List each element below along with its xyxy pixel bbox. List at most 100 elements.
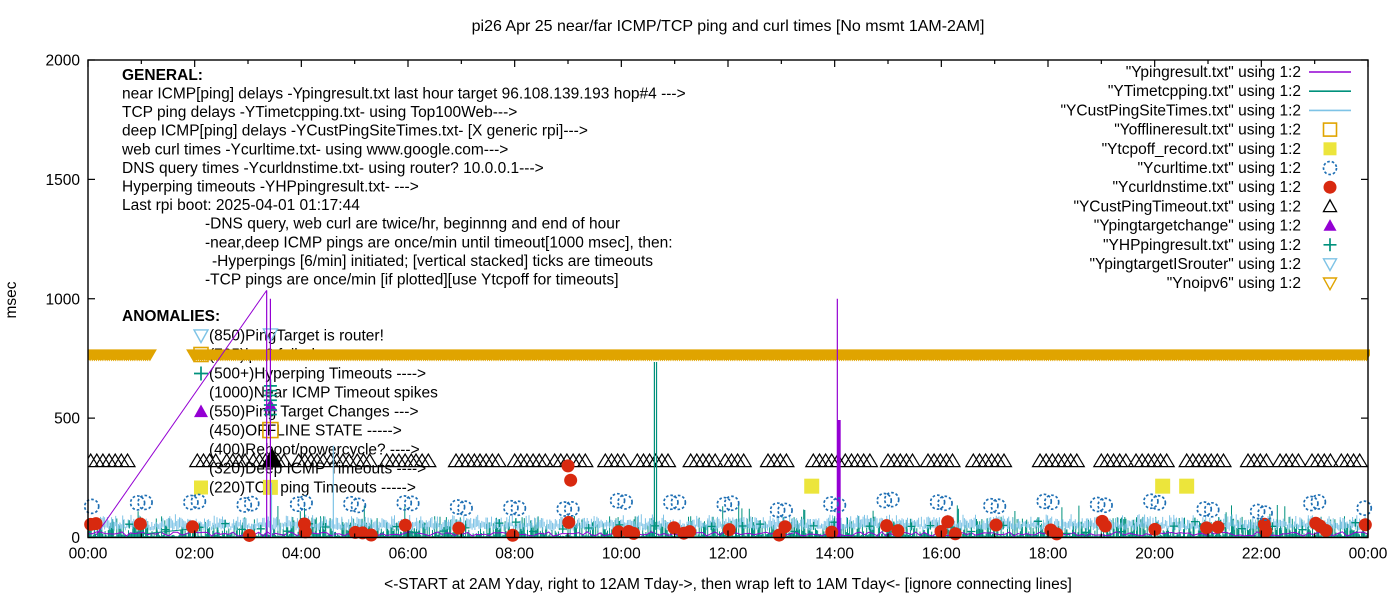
x-tick-label: 16:00 xyxy=(922,546,961,563)
legend-label: "YTimetcpping.txt" using 1:2 xyxy=(1108,83,1301,100)
x-tick-label: 00:00 xyxy=(1349,546,1388,563)
series-Ycurldnstime-point xyxy=(1050,527,1064,541)
series-Ycurltime-point xyxy=(983,497,999,514)
series-Ycurldnstime-point xyxy=(1259,524,1273,538)
series-Ycurltime-point xyxy=(83,498,100,515)
series-Ycurltime-point xyxy=(563,500,580,517)
series-Ycurltime-point xyxy=(1303,495,1319,512)
series-Ycurltime-point xyxy=(236,497,253,513)
series-Ycurltime-point xyxy=(769,502,786,518)
general-line: near ICMP[ping] delays -Ypingresult.txt … xyxy=(122,86,686,103)
series-Ycurldnstime-point xyxy=(941,515,955,529)
series-Ycurltime-point xyxy=(1097,497,1113,514)
series-Ycurltime-point xyxy=(1036,493,1053,510)
anomaly-line: (500+)Hyperping Timeouts ----> xyxy=(209,366,426,383)
series-Ycurltime-point xyxy=(297,494,313,511)
spike-layer xyxy=(95,290,841,538)
series-Ycurltime-point xyxy=(449,499,466,515)
series-Ycurldnstime-outlier xyxy=(564,473,578,487)
series-Ypingresult-spike-connect xyxy=(95,290,268,536)
series-Ytcpoff-point xyxy=(804,478,820,494)
series-Ycurltime-point xyxy=(457,500,473,517)
series-Ycurltime-point xyxy=(190,493,207,510)
legend-marker-circle-open xyxy=(1322,160,1338,176)
series-Ycurldnstime-point xyxy=(825,525,839,539)
series-Ycurltime-point xyxy=(1310,494,1327,510)
series-Ycurldnstime-point xyxy=(989,518,1003,532)
series-Ycurldnstime-point xyxy=(948,527,962,541)
series-Ycurltime-point xyxy=(663,494,679,511)
anomaly-line: (550)Ping Target Changes ---> xyxy=(209,404,419,421)
anomaly-line: (220)TCP ping Timeouts -----> xyxy=(209,480,416,497)
legend-label: "Ypingresult.txt" using 1:2 xyxy=(1126,64,1301,81)
series-Ycurltime-point xyxy=(1089,496,1106,513)
series-Ycurldnstime-point xyxy=(778,520,792,534)
series-Ycurldnstime-point xyxy=(89,517,103,531)
legend-label: "Ynoipv6" using 1:2 xyxy=(1167,275,1301,292)
series-Ycurltime-point xyxy=(823,496,839,512)
series-Ycurldnstime-point xyxy=(722,523,736,537)
series-Ytcpoff-point xyxy=(1155,478,1171,494)
series-Ycurltime-point xyxy=(350,497,367,514)
legend-label: "Ycurldnstime.txt" using 1:2 xyxy=(1113,179,1301,196)
x-tick-label: 08:00 xyxy=(495,546,534,563)
legend-label: "YpingtargetISrouter" using 1:2 xyxy=(1090,256,1301,273)
annotation-layer: GENERAL: near ICMP[ping] delays -Ypingres… xyxy=(121,67,686,497)
series-Ycurltime-point xyxy=(1196,501,1213,517)
x-tick-label: 14:00 xyxy=(815,546,854,563)
series-Ycurltime-point xyxy=(609,492,626,509)
legend-marker-circle-fill xyxy=(1323,180,1337,194)
x-tick-label: 00:00 xyxy=(69,546,108,563)
series-Ycurldnstime-point xyxy=(1148,522,1162,536)
series-Ycurldnstime-outlier xyxy=(561,459,575,473)
general-line: -DNS query, web curl are twice/hr, begin… xyxy=(205,216,620,233)
y-tick-label: 500 xyxy=(54,411,80,428)
series-Ycurltime-point xyxy=(1356,500,1373,517)
series-Ycurltime-point xyxy=(777,502,793,519)
legend-label: "Ycurltime.txt" using 1:2 xyxy=(1138,160,1301,177)
chart-title: pi26 Apr 25 near/far ICMP/TCP ping and c… xyxy=(472,18,985,35)
series-Ycurldnstime-point xyxy=(364,528,378,542)
legend-label: "YHPpingresult.txt" using 1:2 xyxy=(1103,237,1301,254)
series-Ycurltime-point xyxy=(1203,501,1220,518)
legend-marker-triangle-open xyxy=(1322,198,1338,213)
anomaly-line: (450)OFFLINE STATE -----> xyxy=(209,423,402,440)
series-Ycurldnstime-point xyxy=(186,520,200,534)
series-Ycurldnstime-point xyxy=(1211,520,1225,534)
series-Ycurltime-point xyxy=(1257,505,1273,522)
series-Ycurltime-point xyxy=(929,494,946,511)
general-title: GENERAL: xyxy=(122,67,203,84)
series-Ycurltime-point xyxy=(556,501,573,517)
series-Ycurltime-point xyxy=(243,495,260,512)
series-Ycurldnstime-point xyxy=(683,525,697,539)
series-Ycurldnstime-point xyxy=(1200,521,1214,535)
point-layer xyxy=(83,459,1373,542)
anomalies-title: ANOMALIES: xyxy=(122,308,220,325)
series-Ycurltime-point xyxy=(876,492,893,509)
series-Ycurldnstime-point xyxy=(880,519,894,533)
series-YCustPingTimeout xyxy=(88,452,1369,468)
general-line: Hyperping timeouts -YHPpingresult.txt- -… xyxy=(122,179,419,196)
legend-marker-square-open xyxy=(1322,122,1338,137)
series-Ycurldnstime-point xyxy=(298,525,312,539)
x-axis-label: <-START at 2AM Yday, right to 12AM Tday-… xyxy=(384,576,1072,593)
legend: "Ypingresult.txt" using 1:2 "YTimetcpping… xyxy=(1061,64,1351,292)
series-Ynoipv6-band xyxy=(88,349,1370,362)
legend-marker-tri-down-open xyxy=(1322,258,1338,272)
x-tick-label: 04:00 xyxy=(282,546,321,563)
tri-down-open-icon xyxy=(192,329,210,344)
legend-label: "YCustPingSiteTimes.txt" using 1:2 xyxy=(1061,102,1301,119)
series-Ycurldnstime-point xyxy=(1319,523,1333,537)
x-tick-label: 22:00 xyxy=(1242,546,1281,563)
general-line: TCP ping delays -YTimetcpping.txt- using… xyxy=(122,104,517,121)
series-Ycurltime-point xyxy=(670,494,687,511)
series-Ycurltime-point xyxy=(129,495,146,511)
general-line: DNS query times -Ycurldnstime.txt- using… xyxy=(122,160,544,177)
plus-icon xyxy=(194,366,208,381)
series-Ycurltime-point xyxy=(937,495,953,512)
series-Ycurltime-point xyxy=(617,494,633,510)
series-Ycurltime-point xyxy=(183,494,199,511)
series-Ycurltime-point xyxy=(396,495,413,511)
series-Ycurltime-point xyxy=(1143,493,1159,510)
